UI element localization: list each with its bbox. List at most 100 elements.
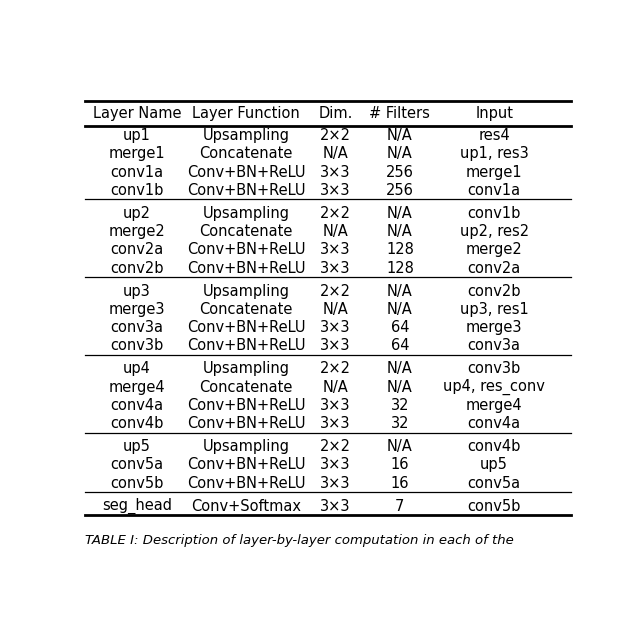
Text: up5: up5 (123, 439, 151, 454)
Text: 3×3: 3×3 (320, 242, 351, 258)
Text: N/A: N/A (323, 146, 348, 161)
Text: 3×3: 3×3 (320, 338, 351, 353)
Text: 3×3: 3×3 (320, 398, 351, 413)
Text: conv4b: conv4b (110, 416, 164, 431)
Text: up5: up5 (480, 458, 508, 472)
Text: 2×2: 2×2 (320, 128, 351, 143)
Text: conv5a: conv5a (111, 458, 164, 472)
Text: merge4: merge4 (109, 379, 165, 394)
Text: conv3b: conv3b (111, 338, 164, 353)
Text: Layer Name: Layer Name (93, 106, 181, 121)
Text: conv2b: conv2b (110, 261, 164, 276)
Text: N/A: N/A (387, 128, 413, 143)
Text: 32: 32 (390, 416, 409, 431)
Text: merge4: merge4 (466, 398, 522, 413)
Text: Layer Function: Layer Function (192, 106, 300, 121)
Text: N/A: N/A (323, 379, 348, 394)
Text: res4: res4 (478, 128, 510, 143)
Text: merge2: merge2 (109, 224, 165, 239)
Text: Conv+BN+ReLU: Conv+BN+ReLU (187, 338, 305, 353)
Text: Concatenate: Concatenate (200, 379, 293, 394)
Text: 3×3: 3×3 (320, 458, 351, 472)
Text: up3: up3 (123, 284, 151, 299)
Text: Input: Input (475, 106, 513, 121)
Text: 3×3: 3×3 (320, 499, 351, 514)
Text: Conv+BN+ReLU: Conv+BN+ReLU (187, 458, 305, 472)
Text: 16: 16 (390, 476, 409, 491)
Text: conv4a: conv4a (111, 398, 164, 413)
Text: up3, res1: up3, res1 (460, 302, 529, 317)
Text: 256: 256 (386, 164, 414, 179)
Text: 3×3: 3×3 (320, 320, 351, 335)
Text: Conv+BN+ReLU: Conv+BN+ReLU (187, 261, 305, 276)
Text: N/A: N/A (387, 439, 413, 454)
Text: N/A: N/A (387, 379, 413, 394)
Text: conv5b: conv5b (110, 476, 164, 491)
Text: Conv+BN+ReLU: Conv+BN+ReLU (187, 320, 305, 335)
Text: Upsampling: Upsampling (203, 439, 290, 454)
Text: conv2a: conv2a (468, 261, 521, 276)
Text: Conv+BN+ReLU: Conv+BN+ReLU (187, 398, 305, 413)
Text: 2×2: 2×2 (320, 284, 351, 299)
Text: 2×2: 2×2 (320, 361, 351, 376)
Text: Dim.: Dim. (318, 106, 353, 121)
Text: N/A: N/A (323, 224, 348, 239)
Text: up1: up1 (123, 128, 151, 143)
Text: conv3a: conv3a (468, 338, 521, 353)
Text: N/A: N/A (387, 302, 413, 317)
Text: conv5b: conv5b (467, 499, 521, 514)
Text: conv3b: conv3b (468, 361, 521, 376)
Text: N/A: N/A (387, 361, 413, 376)
Text: Conv+BN+ReLU: Conv+BN+ReLU (187, 416, 305, 431)
Text: # Filters: # Filters (369, 106, 430, 121)
Text: 256: 256 (386, 182, 414, 198)
Text: up4: up4 (123, 361, 151, 376)
Text: Concatenate: Concatenate (200, 224, 293, 239)
Text: Upsampling: Upsampling (203, 128, 290, 143)
Text: Upsampling: Upsampling (203, 206, 290, 221)
Text: Conv+BN+ReLU: Conv+BN+ReLU (187, 242, 305, 258)
Text: conv2a: conv2a (111, 242, 164, 258)
Text: 3×3: 3×3 (320, 261, 351, 276)
Text: Conv+BN+ReLU: Conv+BN+ReLU (187, 182, 305, 198)
Text: N/A: N/A (387, 206, 413, 221)
Text: merge1: merge1 (466, 164, 522, 179)
Text: conv1b: conv1b (467, 206, 521, 221)
Text: merge3: merge3 (466, 320, 522, 335)
Text: 64: 64 (390, 320, 409, 335)
Text: conv1a: conv1a (468, 182, 521, 198)
Text: Conv+BN+ReLU: Conv+BN+ReLU (187, 164, 305, 179)
Text: 3×3: 3×3 (320, 476, 351, 491)
Text: merge1: merge1 (109, 146, 165, 161)
Text: 7: 7 (396, 499, 404, 514)
Text: N/A: N/A (387, 284, 413, 299)
Text: up2, res2: up2, res2 (460, 224, 529, 239)
Text: up1, res3: up1, res3 (460, 146, 529, 161)
Text: 32: 32 (390, 398, 409, 413)
Text: 3×3: 3×3 (320, 416, 351, 431)
Text: 3×3: 3×3 (320, 164, 351, 179)
Text: conv1a: conv1a (111, 164, 164, 179)
Text: 2×2: 2×2 (320, 439, 351, 454)
Text: 16: 16 (390, 458, 409, 472)
Text: 3×3: 3×3 (320, 182, 351, 198)
Text: conv1b: conv1b (110, 182, 164, 198)
Text: Concatenate: Concatenate (200, 146, 293, 161)
Text: TABLE I: Description of layer-by-layer computation in each of the: TABLE I: Description of layer-by-layer c… (85, 534, 514, 548)
Text: 2×2: 2×2 (320, 206, 351, 221)
Text: Conv+Softmax: Conv+Softmax (191, 499, 301, 514)
Text: Upsampling: Upsampling (203, 284, 290, 299)
Text: Concatenate: Concatenate (200, 302, 293, 317)
Text: conv4b: conv4b (467, 439, 521, 454)
Text: up2: up2 (123, 206, 151, 221)
Text: 64: 64 (390, 338, 409, 353)
Text: conv5a: conv5a (468, 476, 521, 491)
Text: conv4a: conv4a (468, 416, 521, 431)
Text: Conv+BN+ReLU: Conv+BN+ReLU (187, 476, 305, 491)
Text: 128: 128 (386, 242, 414, 258)
Text: seg_head: seg_head (102, 498, 172, 514)
Text: merge3: merge3 (109, 302, 165, 317)
Text: Upsampling: Upsampling (203, 361, 290, 376)
Text: conv2b: conv2b (467, 284, 521, 299)
Text: merge2: merge2 (466, 242, 522, 258)
